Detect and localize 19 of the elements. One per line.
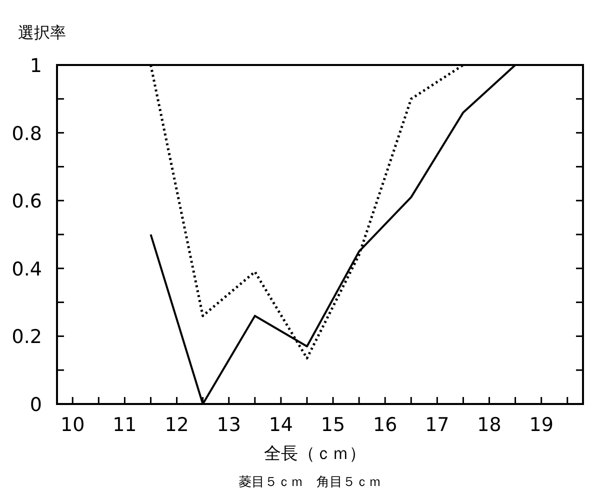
y-tick-label: 0.8 [12,122,42,145]
x-tick-label: 11 [112,414,137,436]
y-axis-title: 選択率 [18,23,66,42]
x-tick-label: 19 [529,414,554,436]
x-tick-label: 14 [268,414,294,436]
x-tick-label: 17 [425,414,450,436]
x-tick-label: 18 [477,414,502,436]
text: 菱目５ｃｍ 角目５ｃｍ [238,475,382,490]
x-tick-label: 12 [164,414,189,436]
y-tick-label: 0 [30,394,42,416]
x-tick-label: 10 [60,414,85,436]
y-tick-label: 0.2 [12,326,42,348]
x-axis-title: 全長（ｃｍ） [264,444,366,464]
x-tick-label: 15 [320,414,346,436]
y-tick-label: 0.4 [12,258,42,280]
x-tick-label: 13 [216,414,241,436]
y-tick-label: 1 [30,55,42,77]
y-tick-label: 0.6 [12,190,42,213]
x-tick-label: 16 [373,414,398,436]
